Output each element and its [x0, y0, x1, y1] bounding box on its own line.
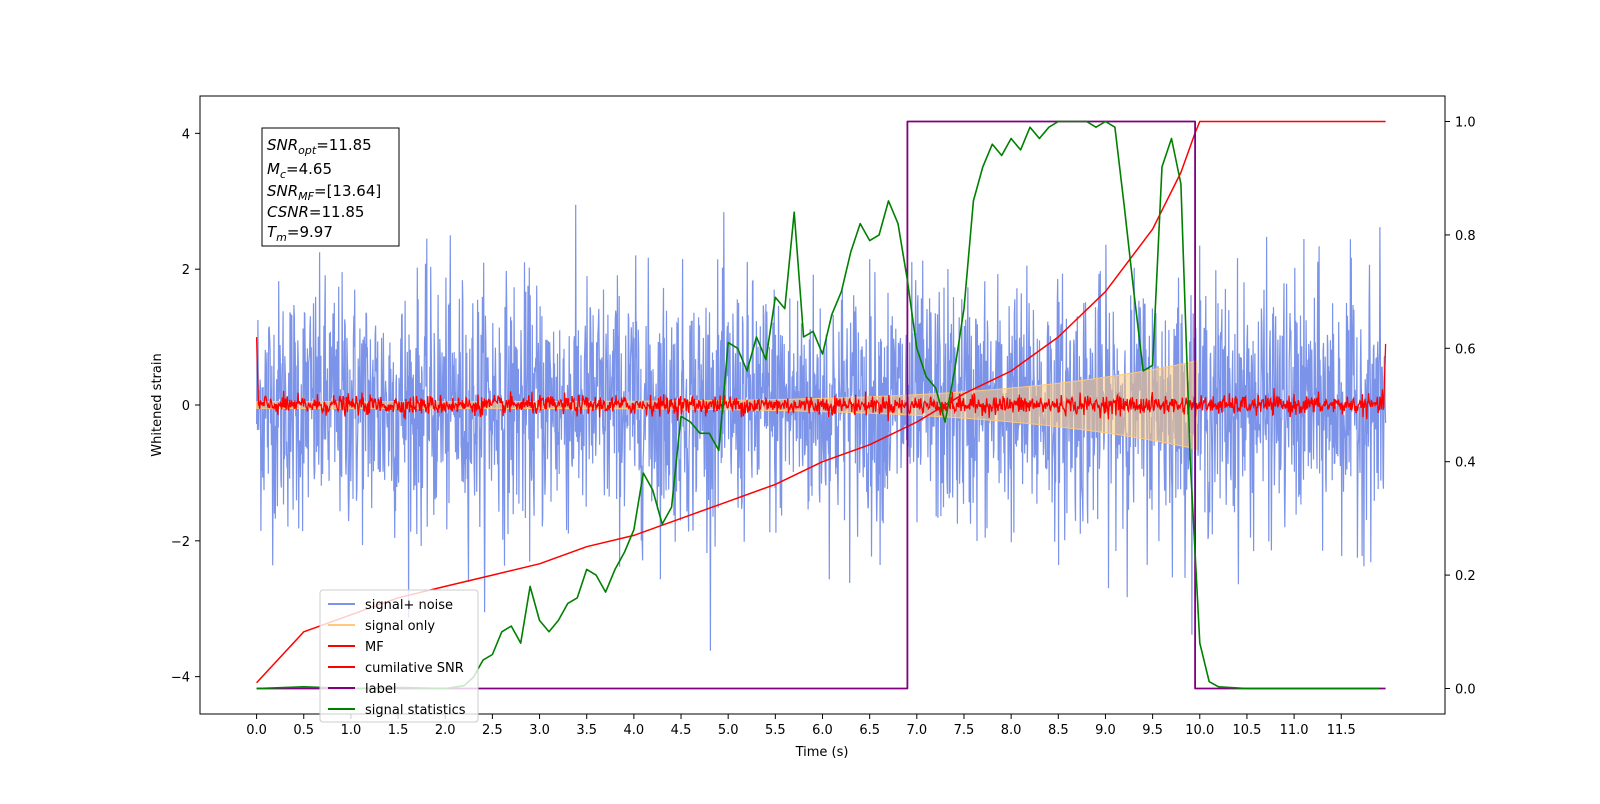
- x-tick-label: 3.0: [529, 723, 550, 738]
- x-tick-label: 1.0: [341, 723, 362, 738]
- info-csnr: CSNR=11.85: [267, 203, 364, 221]
- series-signal-noise: [256, 204, 1387, 651]
- legend-label-signal-noise: signal+ noise: [365, 598, 453, 613]
- info-snr-opt: SNRopt=11.85: [267, 136, 372, 157]
- x-tick-label: 3.5: [576, 723, 597, 738]
- series-label: [256, 120, 1386, 690]
- x-tick-label: 4.0: [624, 723, 645, 738]
- legend-label-mf: MF: [365, 640, 384, 655]
- y-tick-label: 2: [182, 263, 190, 278]
- x-tick-label: 7.5: [954, 723, 975, 738]
- legend: signal+ noise signal only MF cumilative …: [319, 589, 479, 723]
- series-signal-statistics: [256, 120, 1379, 690]
- x-tick-label: 4.5: [671, 723, 692, 738]
- y2-tick-label: 0.0: [1455, 682, 1476, 697]
- series-mf: [255, 337, 1387, 422]
- info-box: SNRopt=11.85 Mc=4.65 SNRMF=[13.64] CSNR=…: [261, 127, 400, 247]
- x-tick-label: 0.5: [293, 723, 314, 738]
- y2-tick-label: 0.6: [1455, 342, 1476, 357]
- x-tick-label: 6.5: [859, 723, 880, 738]
- y2-tick-label: 0.8: [1455, 229, 1476, 244]
- series-cumulative-snr: [256, 120, 1386, 684]
- info-box-frame: [261, 127, 400, 247]
- x-tick-label: 10.5: [1232, 723, 1261, 738]
- x-tick-label: 9.0: [1095, 723, 1116, 738]
- x-tick-label: 0.0: [246, 723, 267, 738]
- x-tick-label: 11.0: [1280, 723, 1309, 738]
- x-tick-label: 7.0: [906, 723, 927, 738]
- x-tick-label: 9.5: [1142, 723, 1163, 738]
- x-tick-label: 2.5: [482, 723, 503, 738]
- x-tick-label: 1.5: [388, 723, 409, 738]
- x-tick-label: 8.5: [1048, 723, 1069, 738]
- y2-tick-label: 1.0: [1455, 116, 1476, 131]
- y-tick-label: 0: [182, 399, 190, 414]
- legend-label-label: label: [365, 682, 396, 697]
- legend-label-signal-statistics: signal statistics: [365, 703, 466, 718]
- info-mc: Mc=4.65: [267, 160, 332, 181]
- x-tick-label: 6.0: [812, 723, 833, 738]
- x-axis-label: Time (s): [795, 745, 849, 760]
- y2-tick-label: 0.2: [1455, 569, 1476, 584]
- y-tick-label: −4: [171, 671, 190, 686]
- y-tick-label: 4: [182, 127, 190, 142]
- x-tick-label: 5.5: [765, 723, 786, 738]
- info-tm: Tm=9.97: [267, 223, 333, 244]
- y-axis-label: Whitened strain: [150, 353, 165, 456]
- info-snr-mf: SNRMF=[13.64]: [267, 182, 381, 203]
- x-tick-label: 10.0: [1185, 723, 1214, 738]
- legend-label-cumulative-snr: cumilative SNR: [365, 661, 464, 676]
- legend-label-signal-only: signal only: [365, 619, 435, 634]
- x-tick-label: 2.0: [435, 723, 456, 738]
- y-tick-label: −2: [171, 535, 190, 550]
- x-tick-label: 8.0: [1001, 723, 1022, 738]
- x-tick-label: 5.0: [718, 723, 739, 738]
- legend-frame: [319, 589, 479, 723]
- x-tick-label: 11.5: [1327, 723, 1356, 738]
- y2-tick-label: 0.4: [1455, 456, 1476, 471]
